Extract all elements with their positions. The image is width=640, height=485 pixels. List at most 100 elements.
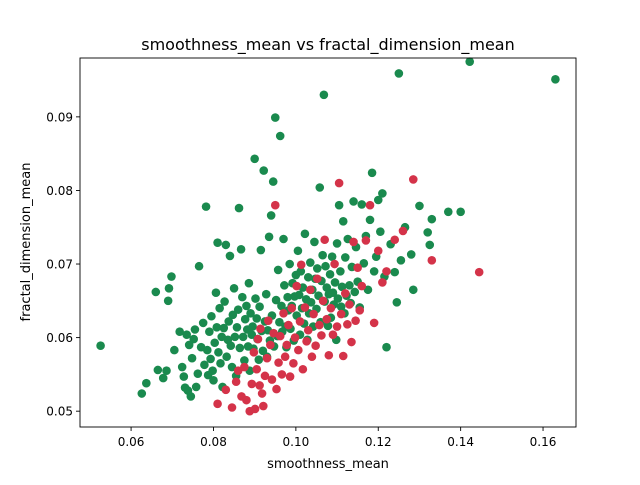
data-point-series-1	[289, 359, 298, 368]
y-tick-label: 0.06	[46, 331, 73, 345]
data-point-series-0	[201, 202, 211, 211]
data-point-series-0	[215, 303, 224, 313]
data-point-series-1	[266, 340, 275, 350]
data-point-series-0	[244, 278, 254, 288]
data-point-series-0	[378, 189, 387, 198]
data-point-series-1	[305, 285, 315, 295]
data-point-series-0	[190, 325, 200, 334]
data-point-series-0	[425, 240, 435, 250]
data-point-series-1	[324, 350, 334, 360]
y-tick-label: 0.08	[46, 184, 73, 198]
data-point-series-0	[300, 229, 310, 239]
data-point-series-1	[315, 320, 324, 330]
data-point-series-0	[277, 301, 286, 311]
plot-frame	[79, 57, 577, 428]
data-point-series-0	[255, 302, 264, 312]
data-point-series-0	[349, 197, 358, 206]
data-point-series-0	[226, 341, 236, 350]
data-point-series-1	[341, 289, 350, 298]
data-point-series-1	[318, 296, 328, 306]
data-point-series-1	[213, 399, 222, 409]
data-point-series-1	[260, 371, 270, 381]
data-point-series-0	[212, 323, 222, 332]
data-point-series-1	[270, 200, 280, 210]
data-point-series-0	[189, 334, 198, 344]
data-point-series-1	[274, 358, 283, 367]
data-point-series-0	[203, 345, 212, 355]
data-point-series-1	[365, 200, 375, 210]
data-point-series-0	[350, 287, 360, 297]
data-point-series-0	[312, 264, 322, 273]
data-point-series-0	[184, 340, 194, 350]
chart-title: smoothness_mean vs fractal_dimension_mea…	[141, 35, 515, 55]
x-axis: 0.06 0.08 0.10 0.12 0.14 0.16	[118, 427, 556, 449]
data-point-series-1	[295, 317, 305, 326]
data-point-series-0	[222, 352, 231, 362]
data-point-series-0	[235, 343, 245, 353]
data-point-series-0	[456, 207, 465, 217]
data-point-series-1	[247, 379, 257, 389]
data-point-series-0	[322, 283, 332, 292]
data-point-series-1	[300, 303, 310, 312]
data-point-series-1	[427, 256, 437, 265]
data-point-series-0	[551, 75, 560, 84]
x-tick-label: 0.14	[447, 435, 474, 449]
data-point-series-0	[96, 341, 105, 350]
data-point-series-0	[345, 281, 354, 290]
data-point-series-0	[242, 301, 251, 311]
data-point-series-0	[142, 378, 151, 388]
data-point-series-0	[228, 310, 238, 320]
y-axis-label: fractal_dimension_mean	[19, 163, 34, 322]
data-point-series-0	[163, 296, 173, 306]
data-point-series-0	[443, 207, 453, 217]
data-point-series-1	[349, 237, 358, 247]
data-point-series-0	[206, 354, 215, 364]
data-point-series-0	[293, 246, 303, 256]
data-point-series-1	[277, 370, 287, 379]
data-point-series-1	[336, 309, 346, 319]
y-tick-label: 0.07	[46, 258, 73, 272]
data-point-series-1	[378, 278, 387, 287]
data-point-series-0	[365, 215, 375, 225]
data-point-series-0	[250, 154, 259, 164]
data-point-series-0	[177, 362, 187, 372]
data-point-series-0	[179, 372, 189, 381]
data-point-series-1	[355, 306, 365, 315]
data-point-series-0	[323, 321, 333, 331]
data-point-series-1	[345, 300, 354, 309]
data-point-series-1	[474, 267, 484, 277]
data-point-series-0	[319, 90, 329, 100]
data-point-series-0	[321, 261, 330, 271]
data-point-series-1	[390, 235, 400, 245]
data-point-series-0	[333, 294, 343, 303]
data-point-series-0	[341, 253, 350, 262]
data-point-series-0	[271, 295, 281, 305]
data-point-series-0	[246, 309, 255, 318]
data-point-series-1	[287, 303, 297, 313]
data-point-series-0	[214, 348, 223, 357]
data-point-series-1	[249, 348, 259, 357]
data-point-series-0	[336, 267, 345, 276]
data-point-series-0	[162, 366, 171, 376]
data-point-series-0	[221, 240, 231, 250]
data-point-series-0	[406, 250, 416, 259]
data-point-series-0	[279, 234, 288, 244]
data-point-series-0	[396, 256, 406, 265]
y-axis: 0.05 0.06 0.07 0.08 0.09	[46, 110, 80, 419]
data-point-series-0	[240, 314, 250, 324]
data-point-series-0	[294, 290, 304, 300]
data-point-series-0	[153, 365, 163, 375]
data-point-series-0	[191, 382, 201, 392]
data-point-series-0	[252, 314, 262, 323]
data-point-series-1	[253, 334, 263, 344]
data-point-series-1	[330, 259, 339, 269]
data-point-series-0	[238, 332, 248, 342]
data-point-series-1	[408, 175, 418, 184]
data-point-series-1	[257, 389, 267, 398]
data-point-series-0	[207, 311, 216, 321]
data-point-series-0	[285, 259, 294, 269]
data-point-series-0	[337, 282, 347, 292]
data-point-series-0	[137, 389, 147, 398]
